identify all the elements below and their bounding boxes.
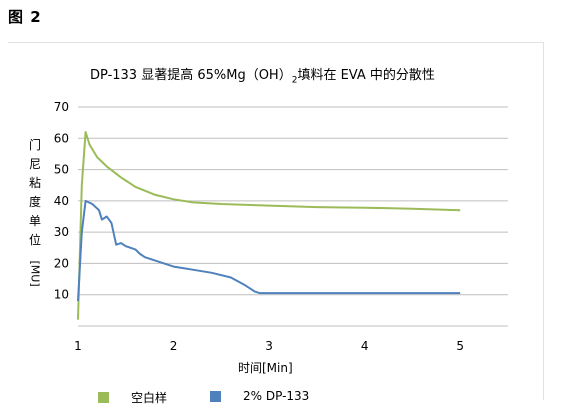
chart-title-tail: 填料在 EVA 中的分散性 (297, 68, 435, 83)
x-tick-label: 3 (265, 339, 273, 353)
chart-title: DP-133 显著提高 65%Mg（OH）2填料在 EVA 中的分散性 (90, 64, 510, 86)
y-axis-label-char: 门 (28, 138, 41, 152)
x-tick-label: 1 (74, 339, 82, 353)
y-tick-label: 70 (54, 100, 69, 114)
chart-frame (8, 42, 544, 400)
y-tick-label: 40 (54, 194, 69, 208)
y-axis-label-char: 尼 (28, 157, 41, 171)
y-tick-label: 60 (54, 131, 69, 145)
x-tick-label: 5 (456, 339, 464, 353)
y-tick-label: 50 (54, 163, 69, 177)
y-tick-label: 20 (54, 256, 69, 270)
chart-title-subscript: 2 (291, 75, 298, 86)
y-axis-label-char: 粘 (28, 176, 41, 190)
legend-label-blank: 空白样 (131, 391, 168, 405)
x-tick-label: 2 (170, 339, 178, 353)
legend-label-dp133: 2% DP-133 (243, 389, 310, 403)
legend-item-dp133: 2% DP-133 (210, 389, 309, 403)
y-axis-label-char: 位 (28, 233, 41, 247)
y-axis-label: 门尼粘度单位 [MU] (28, 136, 42, 287)
legend-swatch-blank (98, 392, 109, 403)
series-line-dp133 (77, 199, 461, 302)
x-axis-label: 时间[Min] (238, 361, 293, 375)
y-axis-label-char: 单 (28, 214, 41, 228)
figure-label: 图 2 (8, 8, 42, 26)
y-axis-label-char: 度 (28, 195, 41, 209)
x-tick-label: 4 (361, 339, 369, 353)
series-line-blank (77, 131, 461, 320)
legend-item-blank: 空白样 (98, 389, 167, 406)
y-tick-label: 30 (54, 225, 69, 239)
chart-title-main: DP-133 显著提高 65%Mg（OH） (90, 68, 292, 83)
legend-swatch-dp133 (210, 390, 221, 402)
y-tick-label: 10 (54, 288, 69, 302)
